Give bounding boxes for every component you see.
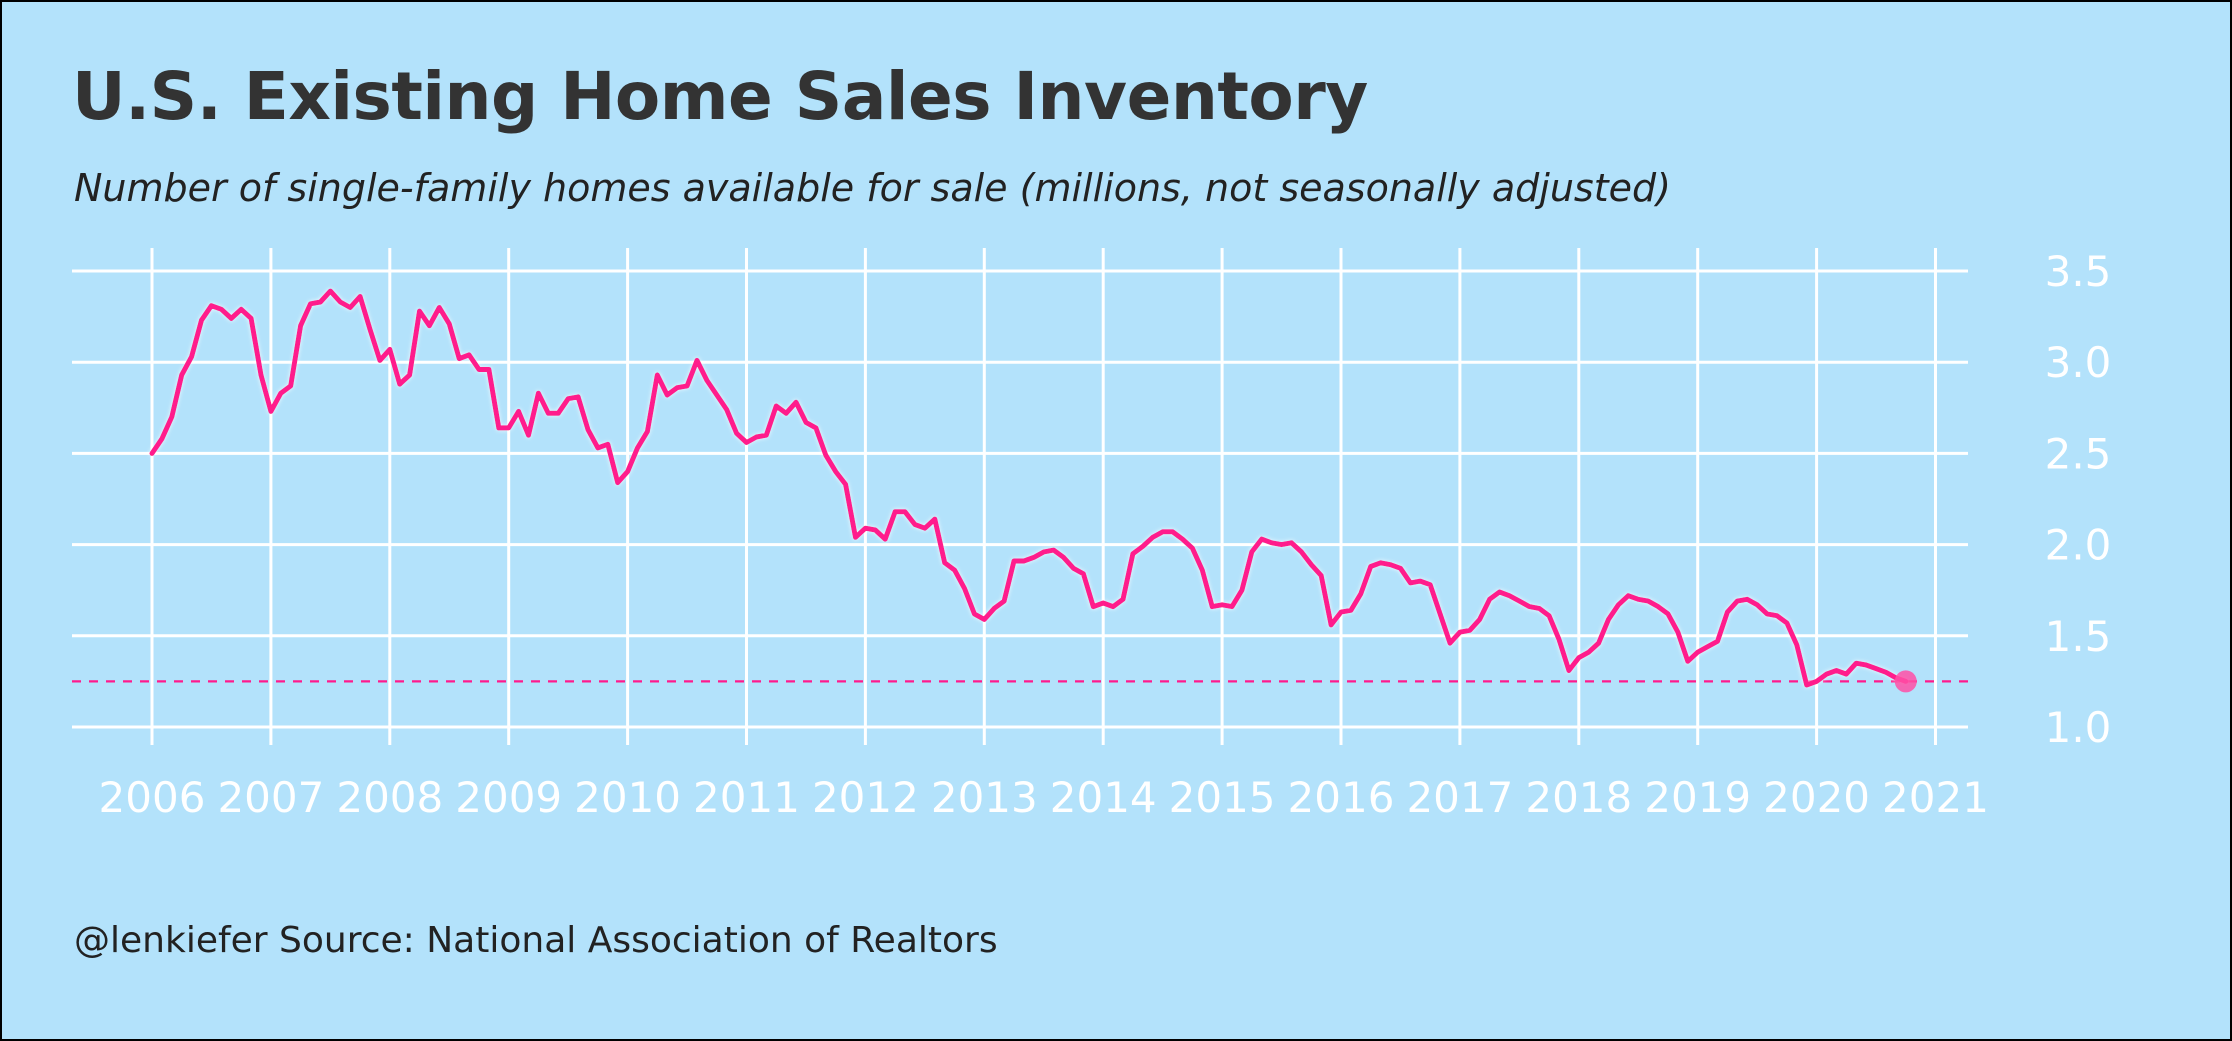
gridlines (72, 248, 1968, 745)
x-tick-label: 2007 (217, 773, 324, 822)
x-tick-label: 2019 (1644, 773, 1751, 822)
x-tick-label: 2018 (1525, 773, 1632, 822)
series-line (149, 288, 1909, 688)
x-tick-label: 2013 (931, 773, 1038, 822)
y-tick-label: 2.0 (2045, 521, 2112, 570)
x-tick-label: 2020 (1763, 773, 1870, 822)
source-caption: @lenkiefer Source: National Association … (74, 920, 998, 961)
x-tick-label: 2015 (1169, 773, 1276, 822)
series-layer (149, 288, 1917, 693)
x-tick-label: 2010 (574, 773, 681, 822)
chart-subtitle: Number of single-family homes available … (74, 166, 1671, 210)
x-tick-label: 2008 (336, 773, 443, 822)
x-tick-label: 2021 (1882, 773, 1989, 822)
x-tick-label: 2006 (99, 773, 206, 822)
x-tick-label: 2016 (1288, 773, 1395, 822)
y-tick-label: 3.0 (2045, 338, 2112, 387)
y-tick-label: 1.0 (2045, 703, 2112, 752)
chart-title: U.S. Existing Home Sales Inventory (72, 58, 1368, 135)
x-tick-label: 2011 (693, 773, 800, 822)
y-tick-label: 2.5 (2045, 429, 2112, 478)
y-tick-label: 1.5 (2045, 612, 2112, 661)
x-tick-label: 2014 (1050, 773, 1157, 822)
line-chart: 2006 2007 2008 2009 2010 2011 2012 2013 2014 2015… (72, 247, 2112, 822)
y-tick-label: 3.5 (2045, 247, 2112, 296)
x-tick-label: 2012 (812, 773, 919, 822)
x-tick-label: 2009 (455, 773, 562, 822)
x-tick-label: 2017 (1406, 773, 1513, 822)
tick-labels: 2006 2007 2008 2009 2010 2011 2012 2013 2014 2015… (99, 247, 2112, 822)
last-point-marker (1894, 670, 1917, 693)
